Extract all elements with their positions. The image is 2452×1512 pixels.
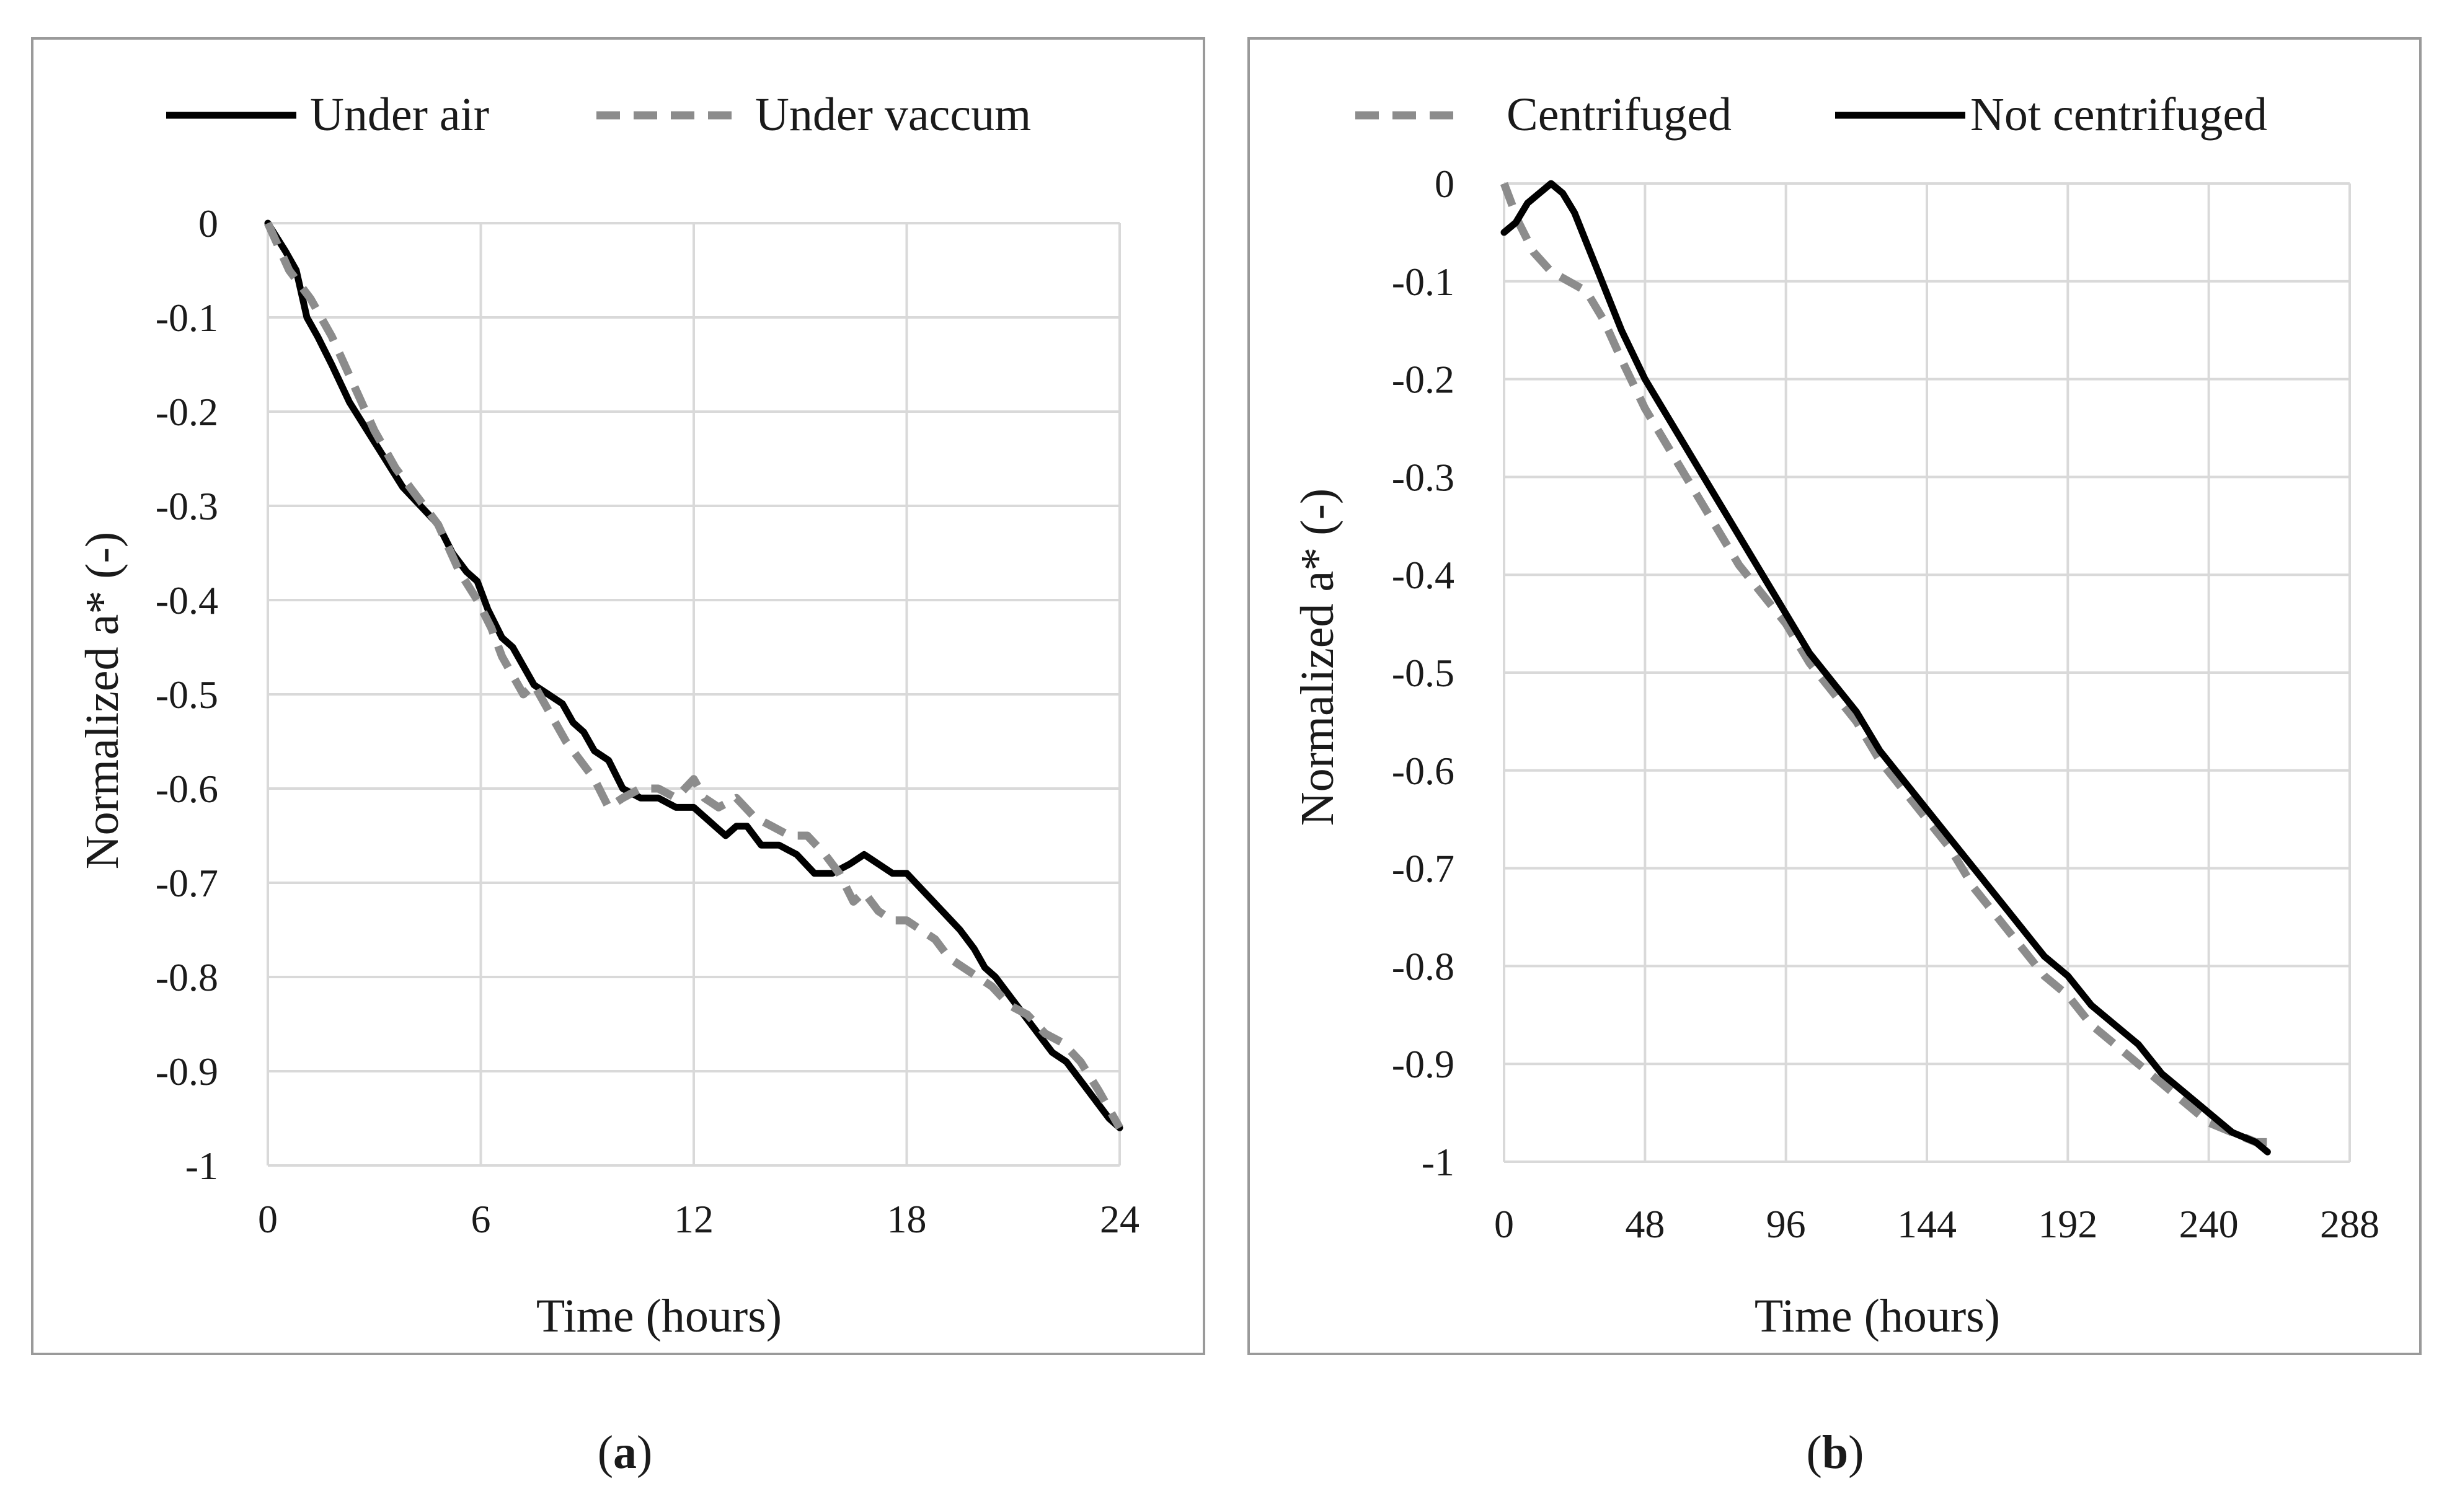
panel-b-x-tick-label: 48	[1625, 1202, 1665, 1246]
panel-b-legend-label-not-centrifuged: Not centrifuged	[1970, 89, 2267, 141]
panel-b-x-tick-label: 288	[2320, 1202, 2379, 1246]
panel-b-x-axis-title: Time (hours)	[1755, 1290, 2000, 1342]
panel-a-y-ticks: 0 -0.1 -0.2 -0.3 -0.4 -0.5 -0.6 -0.7 -0.8 -0.9 -1	[156, 201, 218, 1188]
panel-a-x-tick-label: 12	[674, 1197, 714, 1241]
panel-b-y-tick-label: -0.9	[1392, 1042, 1454, 1086]
panel-b-chart: 0-0.1-0.2-0.3-0.4-0.5-0.6-0.7-0.8-0.9-1 …	[1247, 37, 2422, 1355]
panel-a-x-ticks: 0 6 12 18 24	[258, 1197, 1140, 1241]
panel-a-y-axis-title: Normalized a* (-)	[76, 532, 128, 869]
panel-b-x-tick-label: 144	[1897, 1202, 1957, 1246]
panel-b-caption-letter: b	[1822, 1426, 1848, 1479]
panel-b-y-tick-label: -0.1	[1392, 260, 1454, 304]
panel-b-x-tick-label: 192	[2038, 1202, 2097, 1246]
panel-a-y-tick-label: -0.6	[156, 767, 218, 811]
panel-a-y-tick-label: -0.4	[156, 578, 218, 622]
panel-b-y-tick-label: -0.3	[1392, 455, 1454, 499]
panel-b-y-tick-label: 0	[1435, 162, 1454, 206]
panel-a-y-tick-label: -0.9	[156, 1050, 218, 1094]
panel-a-chart: 0-0.1-0.2-0.3-0.4-0.5-0.6-0.7-0.8-0.9-1 …	[31, 37, 1205, 1355]
panel-b-legend-label-centrifuged: Centrifuged	[1507, 89, 1732, 141]
panel-b-x-tick-label: 240	[2179, 1202, 2239, 1246]
panel-b-y-tick-label: -0.5	[1392, 651, 1454, 695]
panel-b-series-line-centrifuged	[1500, 182, 2273, 1146]
panel-a-frame	[31, 37, 1205, 1355]
panel-a-series-line-under-air	[264, 219, 1123, 1131]
panel-a-x-tick-label: 0	[258, 1197, 278, 1241]
panel-b-y-tick-label: -0.8	[1392, 944, 1454, 988]
panel-b-legend: Centrifuged Not centrifuged	[1355, 89, 2267, 141]
panel-b-y-tick-label: -0.2	[1392, 358, 1454, 402]
panel-a-y-tick-label: -0.5	[156, 673, 218, 717]
panel-a-gridlines	[267, 222, 1121, 1167]
panel-b-x-tick-label: 96	[1766, 1202, 1806, 1246]
panel-a-legend-label-under-air: Under air	[310, 89, 489, 141]
panel-b-y-ticks: 0 -0.1 -0.2 -0.3 -0.4 -0.5 -0.6 -0.7 -0.8 -0.9 -1	[1392, 162, 1454, 1184]
panel-a-x-tick-label: 18	[887, 1197, 927, 1241]
panel-a-legend-label-under-vaccum: Under vaccum	[755, 89, 1031, 141]
panel-b-caption: (b)	[1807, 1426, 1864, 1479]
panel-a-y-tick-label: -1	[185, 1144, 218, 1188]
panel-a-legend: Under air Under vaccum	[166, 89, 1031, 141]
panel-b-series	[1500, 180, 2273, 1156]
panel-a-series-line-under-vaccum	[264, 221, 1123, 1130]
panel-a-caption: (a)	[598, 1426, 653, 1479]
panel-b-y-axis-title: Normalized a* (-)	[1291, 489, 1343, 826]
panel-b-y-tick-label: -1	[1422, 1140, 1454, 1184]
panel-b-x-tick-label: 0	[1494, 1202, 1514, 1246]
panel-a-y-tick-label: -0.2	[156, 390, 218, 434]
panel-a-y-tick-label: -0.7	[156, 861, 218, 905]
panel-a-y-tick-label: -0.3	[156, 484, 218, 528]
panel-b-x-ticks: 0 48 96 144 192 240 288	[1494, 1202, 2379, 1246]
panel-b-y-tick-label: -0.7	[1392, 847, 1454, 891]
panel-b-series-line-not-centrifuged	[1500, 180, 2271, 1156]
panel-a-x-axis-title: Time (hours)	[536, 1290, 782, 1342]
panel-a-x-tick-label: 24	[1100, 1197, 1140, 1241]
panel-a-x-tick-label: 6	[471, 1197, 491, 1241]
panel-a-y-tick-label: -0.8	[156, 955, 218, 999]
panel-a-y-tick-label: -0.1	[156, 296, 218, 340]
panel-a-series	[264, 219, 1123, 1131]
panel-b-gridlines	[1503, 182, 2351, 1163]
panel-a-y-tick-label: 0	[198, 201, 218, 245]
panel-b-y-tick-label: -0.4	[1392, 553, 1454, 597]
panel-a-caption-letter: a	[613, 1426, 637, 1479]
panel-b-frame	[1247, 37, 2422, 1355]
panel-b-y-tick-label: -0.6	[1392, 749, 1454, 793]
